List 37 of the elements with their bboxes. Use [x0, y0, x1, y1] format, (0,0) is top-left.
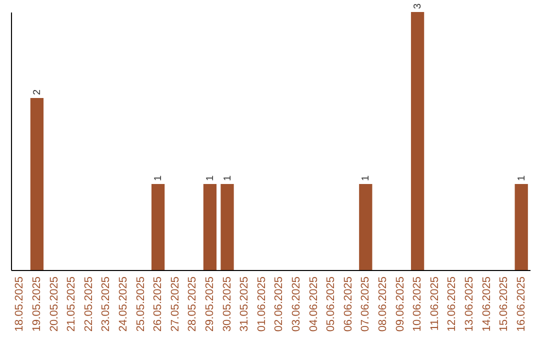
x-tick-label: 06.06.2025 [342, 276, 354, 332]
x-tick-label: 08.06.2025 [376, 276, 389, 332]
x-tick-label: 05.06.2025 [325, 276, 338, 332]
x-tick-label: 23.05.2025 [100, 276, 112, 332]
x-tick-label: 30.05.2025 [221, 276, 234, 332]
data-label: 3 [412, 3, 424, 9]
x-tick-label: 26.05.2025 [152, 276, 164, 332]
x-tick-label: 09.06.2025 [394, 276, 406, 332]
data-label: 1 [204, 175, 216, 181]
data-label: 1 [222, 175, 234, 181]
x-tick-label: 02.06.2025 [273, 276, 286, 332]
x-tick-label: 22.05.2025 [82, 276, 95, 332]
x-tick-label: 21.05.2025 [66, 276, 78, 332]
x-tick-label: 16.06.2025 [515, 276, 528, 332]
x-tick-label: 31.05.2025 [238, 276, 251, 332]
x-tick-label: 29.05.2025 [204, 276, 216, 332]
data-label: 1 [360, 175, 372, 181]
x-tick-label: 10.06.2025 [412, 276, 424, 332]
x-tick-label: 19.05.2025 [30, 276, 43, 332]
x-tick-label: 13.06.2025 [463, 276, 476, 332]
data-label: 1 [516, 175, 528, 181]
x-tick-label: 01.06.2025 [256, 276, 268, 332]
data-label: 2 [32, 89, 43, 95]
x-tick-label: 11.06.2025 [428, 276, 441, 331]
x-tick-label: 25.05.2025 [134, 276, 147, 332]
x-tick-label: 20.05.2025 [48, 276, 60, 332]
data-label: 1 [153, 175, 164, 181]
x-tick-label: 18.05.2025 [14, 276, 26, 332]
x-tick-label: 24.05.2025 [117, 276, 130, 332]
x-tick-label: 12.06.2025 [446, 276, 458, 332]
x-tick-label: 07.06.2025 [360, 276, 372, 332]
x-tick-label: 04.06.2025 [308, 276, 320, 332]
x-tick-label: 15.06.2025 [498, 276, 510, 332]
x-tick-label: 14.06.2025 [480, 276, 493, 332]
x-tick-label: 28.05.2025 [186, 276, 199, 332]
x-tick-label: 27.05.2025 [169, 276, 182, 332]
x-tick-label: 03.06.2025 [290, 276, 302, 332]
